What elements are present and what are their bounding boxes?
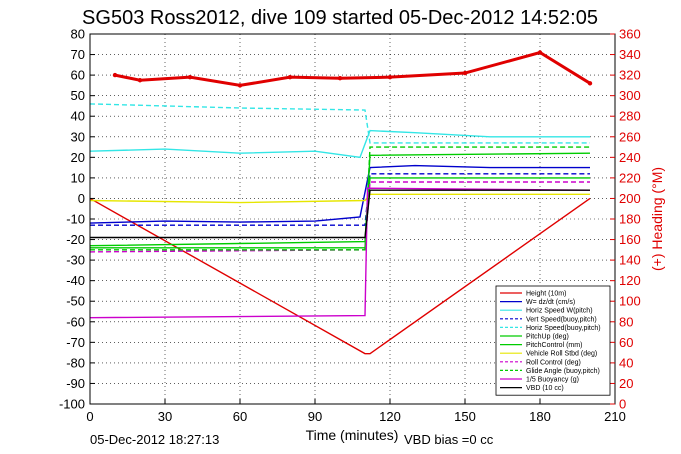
series-line bbox=[89, 103, 590, 144]
legend-box bbox=[495, 285, 611, 396]
chart-title: SG503 Ross2012, dive 109 started 05-Dec-… bbox=[82, 7, 598, 29]
y-tick-label: -30 bbox=[66, 253, 85, 268]
x-tick-label: 0 bbox=[86, 409, 93, 424]
right-tick-label: 280 bbox=[619, 109, 641, 124]
legend-label: Horiz Speed W(pitch) bbox=[526, 308, 593, 315]
right-tick-label: 320 bbox=[619, 68, 641, 83]
right-tick-label: 60 bbox=[619, 335, 633, 350]
series-line bbox=[89, 164, 590, 224]
right-tick-label: 220 bbox=[619, 170, 641, 185]
series-line bbox=[89, 197, 591, 355]
right-tick-label: 300 bbox=[619, 88, 641, 103]
right-tick-label: 140 bbox=[619, 253, 641, 268]
y-tick-label: -90 bbox=[66, 376, 85, 391]
x-tick-label: 60 bbox=[233, 409, 247, 424]
y-tick-label: 40 bbox=[71, 109, 85, 124]
legend-label: Roll Control (deg) bbox=[526, 359, 581, 366]
x-tick-label: 180 bbox=[529, 409, 551, 424]
y-tick-label: -20 bbox=[66, 232, 85, 247]
y-tick-label: -100 bbox=[59, 397, 85, 412]
y-tick-label: 50 bbox=[71, 88, 85, 103]
x-tick-label: 120 bbox=[379, 409, 401, 424]
y-tick-label: 0 bbox=[78, 191, 85, 206]
right-tick-label: 180 bbox=[619, 212, 641, 227]
x-tick-label: 90 bbox=[308, 409, 322, 424]
series-line bbox=[90, 146, 590, 251]
series-line bbox=[89, 129, 590, 159]
legend-label: PitchControl (mm) bbox=[526, 342, 582, 349]
right-tick-label: 20 bbox=[619, 376, 633, 391]
right-tick-label: 340 bbox=[619, 47, 641, 62]
right-tick-label: 240 bbox=[619, 150, 641, 165]
right-tick-label: 200 bbox=[619, 191, 641, 206]
y-tick-label: 60 bbox=[71, 68, 85, 83]
y-tick-label: 20 bbox=[71, 150, 85, 165]
legend-label: Vehicle Roll Stbd (deg) bbox=[526, 351, 597, 358]
right-tick-label: 100 bbox=[619, 294, 641, 309]
x-tick-label: 30 bbox=[158, 409, 172, 424]
legend-label: 1/5 Buoyancy (g) bbox=[526, 377, 579, 384]
tick-layer: 0 30 60 90 120 150 180 21080706050403020100-10-… bbox=[59, 27, 641, 425]
footer-timestamp: 05-Dec-2012 18:27:13 bbox=[90, 432, 219, 447]
x-tick-label: 210 bbox=[604, 409, 626, 424]
legend-label: Glide Angle (buoy,pitch) bbox=[526, 368, 600, 375]
legend-label: Height (10m) bbox=[526, 291, 566, 298]
heading-series-line bbox=[114, 50, 591, 87]
y-tick-label: -80 bbox=[66, 355, 85, 370]
series-line bbox=[89, 187, 591, 319]
right-tick-label: 40 bbox=[619, 355, 633, 370]
y-tick-label: -50 bbox=[66, 294, 85, 309]
right-tick-label: 160 bbox=[619, 232, 641, 247]
right-tick-label: 120 bbox=[619, 273, 641, 288]
right-tick-label: 0 bbox=[619, 397, 626, 412]
right-tick-label: 360 bbox=[619, 27, 641, 42]
legend-label: Horiz Speed(buoy,pitch) bbox=[526, 325, 601, 332]
series-line bbox=[89, 193, 590, 204]
legend-label: VBD (10 cc) bbox=[526, 385, 564, 392]
series-layer bbox=[89, 50, 593, 355]
y-tick-label: -60 bbox=[66, 314, 85, 329]
series-line bbox=[89, 181, 590, 253]
y-tick-label: 10 bbox=[71, 170, 85, 185]
legend-label: PitchUp (deg) bbox=[526, 334, 569, 341]
right-tick-label: 260 bbox=[619, 129, 641, 144]
y-tick-label: 30 bbox=[71, 129, 85, 144]
y-tick-label: -10 bbox=[66, 212, 85, 227]
y-tick-label: 70 bbox=[71, 47, 85, 62]
y-tick-label: -70 bbox=[66, 335, 85, 350]
x-axis-label: Time (minutes) bbox=[306, 427, 399, 443]
right-axis-label: (+) Heading (°M) bbox=[649, 167, 665, 271]
y-tick-label: 80 bbox=[71, 27, 85, 42]
legend: Height (10m)W= dz/dt (cm/s) Horiz Speed W… bbox=[495, 285, 611, 396]
legend-label: Vert Speed(buoy,pitch) bbox=[526, 316, 597, 323]
x-tick-label: 150 bbox=[454, 409, 476, 424]
right-tick-label: 80 bbox=[619, 314, 633, 329]
footer-vbd-bias: VBD bias =0 cc bbox=[404, 432, 494, 447]
legend-label: W= dz/dt (cm/s) bbox=[526, 299, 575, 306]
y-tick-label: -40 bbox=[66, 273, 85, 288]
series-line bbox=[90, 189, 590, 239]
